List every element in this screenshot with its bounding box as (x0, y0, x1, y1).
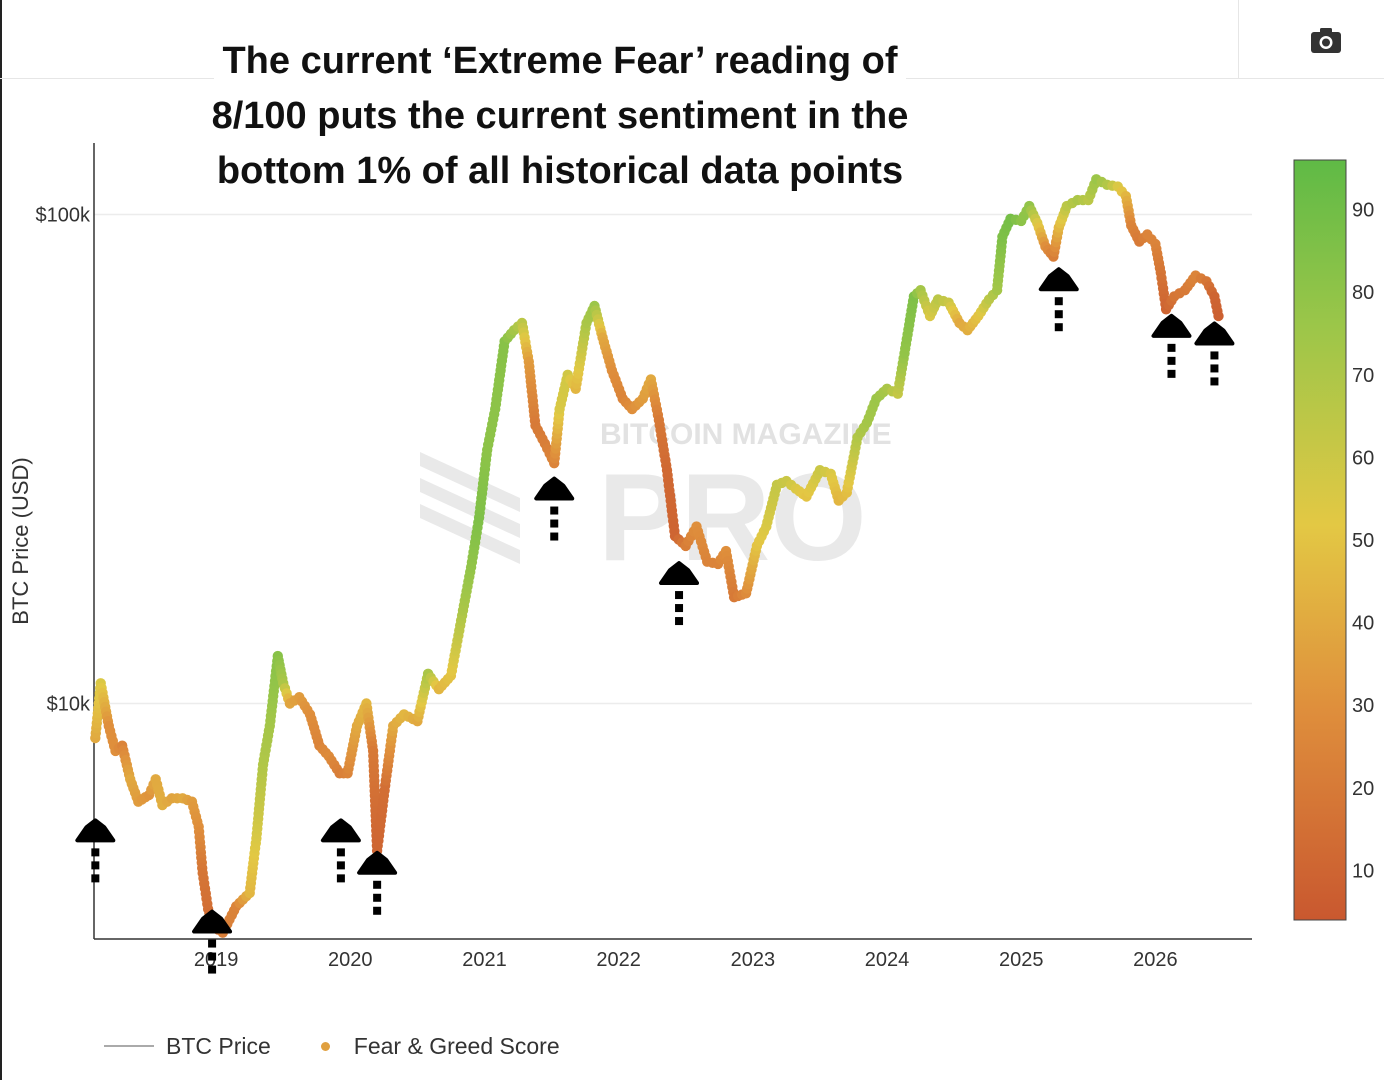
legend-dot-swatch (320, 1041, 330, 1051)
bottom-arrows (75, 267, 1235, 974)
arrow-head (320, 818, 361, 843)
bottom-arrow-icon (659, 561, 700, 626)
camera-icon (1311, 28, 1341, 53)
colorbar-tick-label: 60 (1352, 447, 1374, 469)
watermark-small-text: BITCOIN MAGAZINE (600, 418, 892, 451)
x-tick-label: 2026 (1133, 949, 1178, 971)
frame-border (0, 0, 2, 1080)
toolbar-separator (1238, 0, 1239, 78)
colorbar-tick-label: 40 (1352, 613, 1374, 635)
arrow-dash (373, 880, 382, 889)
watermark: BITCOIN MAGAZINE PRO (420, 418, 892, 587)
bottom-arrow-icon (1194, 321, 1235, 386)
arrow-head (659, 561, 700, 586)
bottom-arrow-icon (357, 850, 398, 915)
arrow-dash (1054, 310, 1063, 319)
arrow-dash (208, 939, 217, 948)
arrow-dash (373, 906, 382, 915)
arrow-head (534, 476, 575, 501)
watermark-logo-icon (420, 452, 520, 564)
x-tick-label: 2020 (328, 949, 373, 971)
arrow-dash (675, 617, 684, 626)
arrow-head (1038, 267, 1079, 292)
arrow-dash (336, 874, 345, 883)
colorbar (1293, 159, 1347, 921)
legend-item-btc-price[interactable]: BTC Price (104, 1033, 271, 1060)
colorbar-tick-label: 90 (1352, 200, 1374, 222)
arrow-dash (1167, 356, 1176, 365)
colorbar-tick-label: 30 (1352, 695, 1374, 717)
download-image-button[interactable] (1300, 18, 1352, 64)
y-tick-label: $100k (36, 204, 91, 226)
bottom-arrow-icon (1038, 267, 1079, 332)
arrow-head (192, 909, 233, 934)
arrow-dash (550, 519, 559, 528)
arrow-dash (1210, 364, 1219, 373)
arrow-dash (550, 506, 559, 515)
x-tick-label: 2023 (731, 949, 776, 971)
x-tick-label: 2024 (865, 949, 910, 971)
colorbar-tick-label: 80 (1352, 282, 1374, 304)
arrow-head (357, 850, 398, 875)
arrow-dash (336, 861, 345, 870)
arrow-dash (1054, 297, 1063, 306)
bottom-arrow-icon (534, 476, 575, 541)
arrow-dash (336, 848, 345, 857)
arrow-dash (373, 893, 382, 902)
legend-line-swatch (104, 1045, 154, 1047)
colorbar-tick-label: 50 (1352, 530, 1374, 552)
bottom-arrow-icon (192, 909, 233, 974)
arrow-head (75, 818, 116, 843)
bottom-arrow-icon (320, 818, 361, 883)
arrow-dash (91, 861, 100, 870)
y-tick-label: $10k (47, 694, 91, 716)
x-tick-label: 2021 (462, 949, 507, 971)
arrow-head (1194, 321, 1235, 346)
x-tick-label: 2019 (194, 949, 239, 971)
legend-item-fear-greed[interactable]: Fear & Greed Score (311, 1033, 560, 1060)
fear-greed-dot (1213, 310, 1224, 322)
arrow-dash (91, 848, 100, 857)
y-axis-title: BTC Price (USD) (8, 457, 33, 624)
arrow-dash (1210, 377, 1219, 386)
arrow-dash (208, 952, 217, 961)
axes (93, 143, 1252, 940)
bottom-arrow-icon (75, 818, 116, 883)
arrow-dash (550, 532, 559, 541)
arrow-head (1151, 313, 1192, 338)
x-tick-label: 2022 (596, 949, 641, 971)
arrow-dash (1054, 323, 1063, 332)
arrow-dash (1167, 343, 1176, 352)
headline-line-3: bottom 1% of all historical data points (208, 144, 912, 199)
x-tick-labels: 2019 2020 2021 2022 2023 2024 2025 2026 (194, 949, 1178, 971)
bottom-arrow-icon (1151, 313, 1192, 378)
headline: The current ‘Extreme Fear’ reading of 8/… (150, 34, 970, 199)
arrow-dash (675, 604, 684, 613)
y-tick-labels: $10k $100k (36, 204, 91, 715)
colorbar-tick-label: 20 (1352, 778, 1374, 800)
arrow-dash (1167, 369, 1176, 378)
legend: BTC Price Fear & Greed Score (104, 1028, 600, 1064)
arrow-dash (208, 965, 217, 974)
colorbar-tick-label: 70 (1352, 365, 1374, 387)
arrow-dash (1210, 351, 1219, 360)
legend-label-fear-greed: Fear & Greed Score (353, 1032, 560, 1059)
x-tick-label: 2025 (999, 949, 1044, 971)
legend-label-btc-price: BTC Price (166, 1032, 271, 1059)
arrow-dash (675, 591, 684, 600)
headline-line-1: The current ‘Extreme Fear’ reading of (214, 34, 906, 89)
colorbar-tick-labels: 10 20 30 40 50 60 70 80 90 (1352, 200, 1374, 883)
arrow-dash (91, 874, 100, 883)
headline-line-2: 8/100 puts the current sentiment in the (203, 89, 917, 144)
colorbar-tick-label: 10 (1352, 860, 1374, 882)
